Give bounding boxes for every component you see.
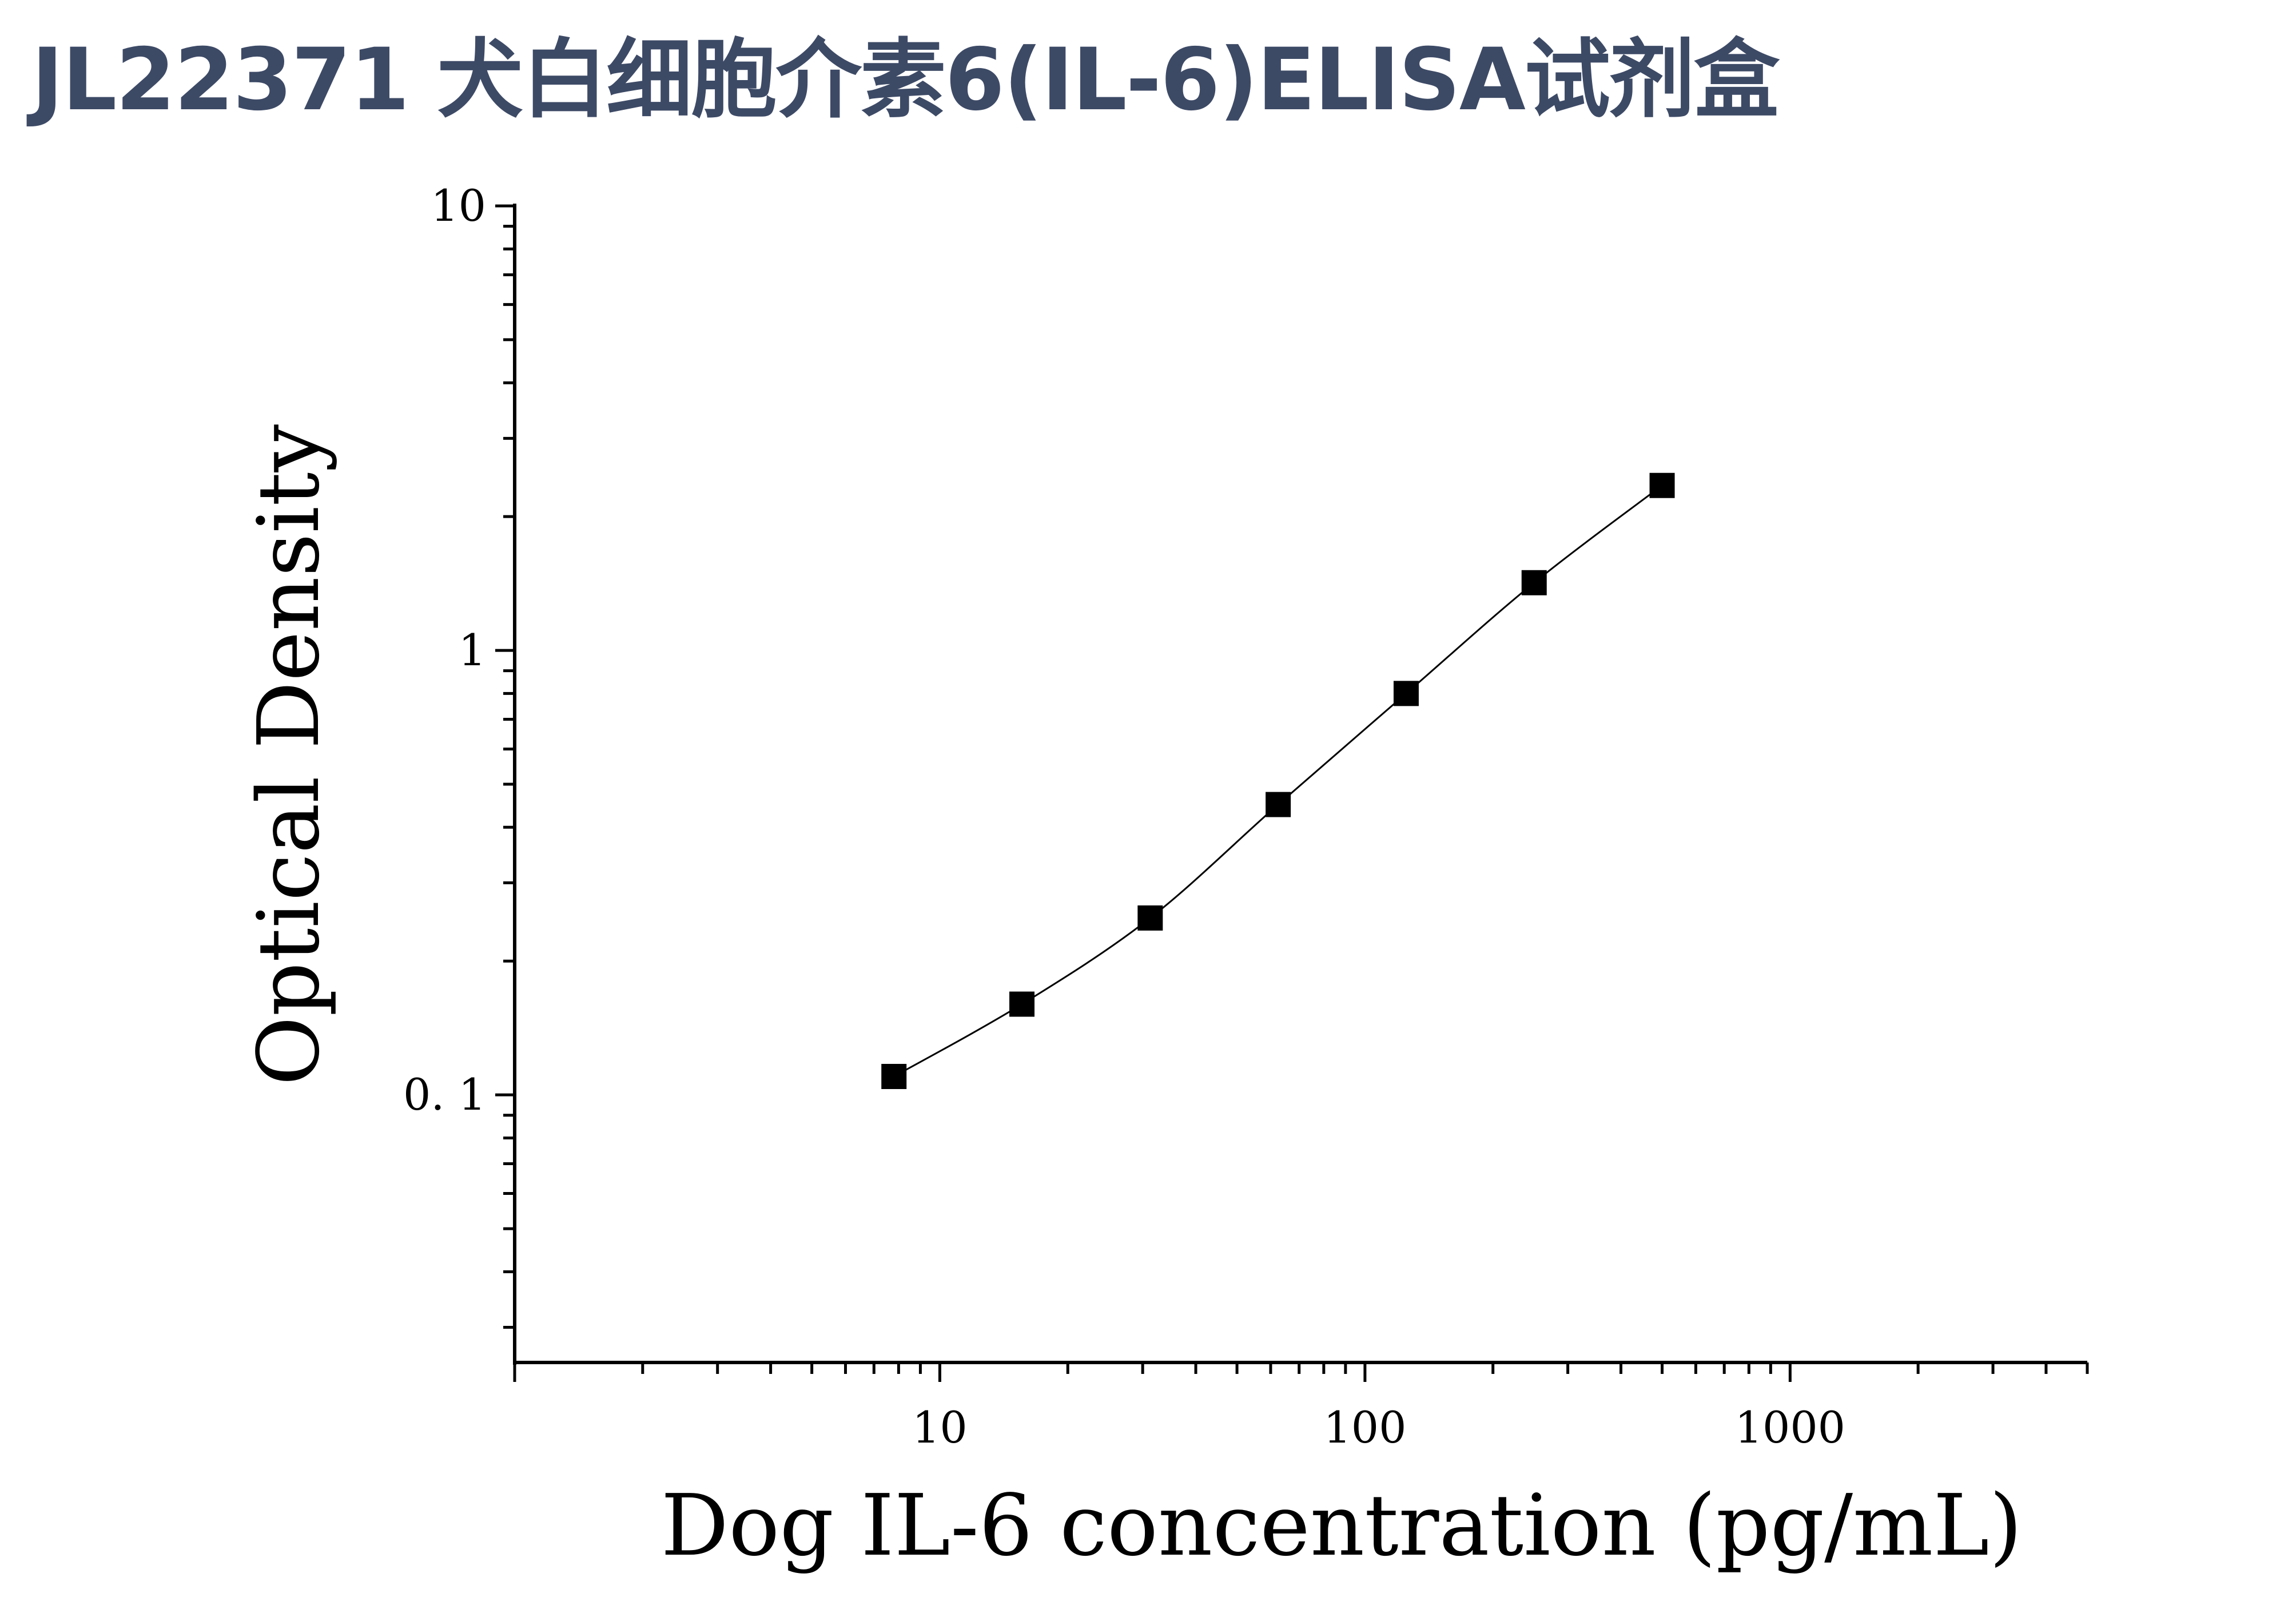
data-point <box>1393 681 1419 706</box>
x-tick-label: 100 <box>1323 1402 1406 1453</box>
data-point <box>1521 570 1547 595</box>
data-point <box>1137 905 1163 931</box>
page-title: JL22371 犬白细胞介素6(IL-6)ELISA试剂盒 <box>31 30 1780 130</box>
x-axis-title: Dog IL-6 concentration (pg/mL) <box>661 1476 2023 1575</box>
data-point <box>881 1063 907 1089</box>
x-tick-label: 1000 <box>1735 1402 1845 1453</box>
data-point <box>1009 991 1035 1017</box>
y-tick-label: 0. 1 <box>403 1069 486 1120</box>
fit-curve <box>893 484 1663 1078</box>
x-tick-label: 10 <box>912 1402 968 1453</box>
data-points <box>881 472 1675 1089</box>
data-point <box>1649 472 1675 498</box>
tick-labels: 10 100 1000 0. 1 1 10 <box>403 180 1845 1453</box>
y-tick-label: 1 <box>459 625 486 676</box>
axes <box>495 204 2089 1382</box>
y-tick-label: 10 <box>431 180 486 231</box>
fit-curve-layer <box>893 484 1663 1078</box>
y-axis-title: Optical Density <box>240 424 338 1086</box>
data-point <box>1266 792 1291 817</box>
